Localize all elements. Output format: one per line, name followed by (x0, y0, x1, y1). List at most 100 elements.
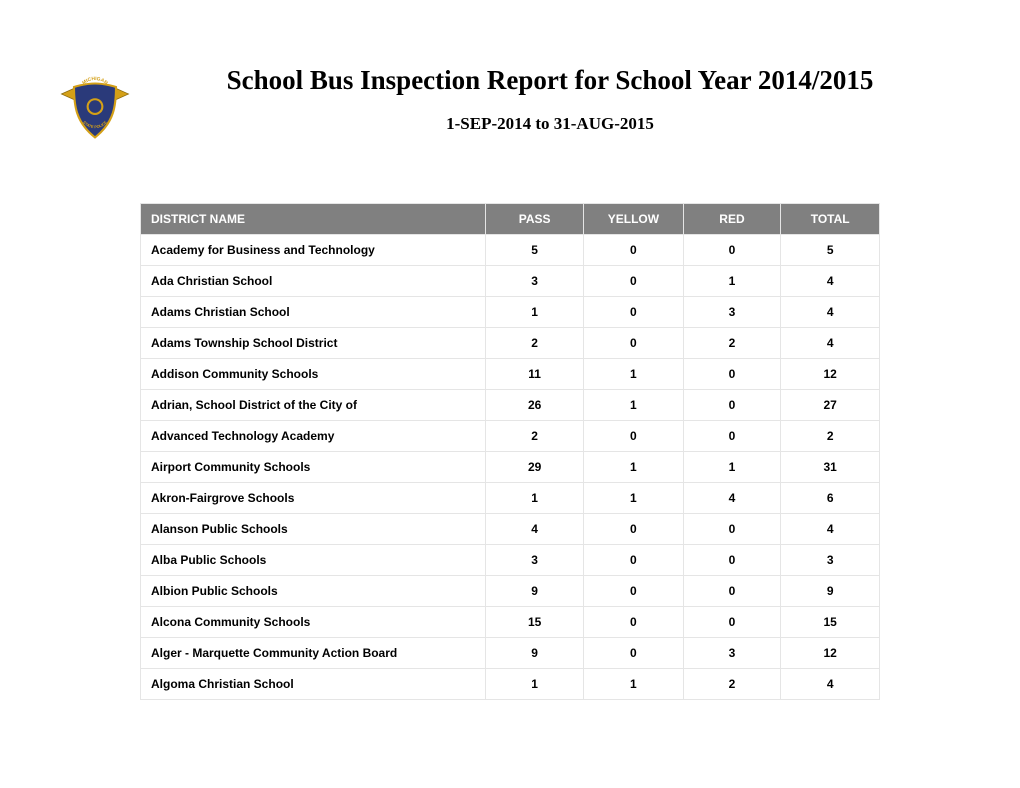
cell-yellow: 1 (584, 359, 683, 390)
table-row: Addison Community Schools111012 (141, 359, 880, 390)
cell-district: Academy for Business and Technology (141, 235, 486, 266)
cell-district: Advanced Technology Academy (141, 421, 486, 452)
table-row: Adams Christian School1034 (141, 297, 880, 328)
table-row: Alcona Community Schools150015 (141, 607, 880, 638)
table-row: Ada Christian School3014 (141, 266, 880, 297)
cell-district: Adams Christian School (141, 297, 486, 328)
table-row: Airport Community Schools291131 (141, 452, 880, 483)
cell-red: 0 (683, 421, 781, 452)
cell-total: 27 (781, 390, 880, 421)
cell-district: Akron-Fairgrove Schools (141, 483, 486, 514)
state-police-logo: MICHIGAN STATE POLICE (60, 73, 130, 143)
shield-icon: MICHIGAN STATE POLICE (60, 73, 130, 143)
cell-pass: 1 (486, 297, 584, 328)
table-row: Algoma Christian School1124 (141, 669, 880, 700)
cell-red: 0 (683, 390, 781, 421)
cell-district: Alcona Community Schools (141, 607, 486, 638)
cell-total: 4 (781, 297, 880, 328)
inspection-table: DISTRICT NAME PASS YELLOW RED TOTAL Acad… (140, 203, 880, 700)
cell-district: Alger - Marquette Community Action Board (141, 638, 486, 669)
cell-total: 4 (781, 266, 880, 297)
cell-red: 2 (683, 328, 781, 359)
cell-yellow: 0 (584, 545, 683, 576)
cell-yellow: 1 (584, 452, 683, 483)
report-date-range: 1-SEP-2014 to 31-AUG-2015 (150, 114, 950, 134)
cell-pass: 3 (486, 545, 584, 576)
cell-pass: 5 (486, 235, 584, 266)
cell-yellow: 0 (584, 421, 683, 452)
cell-total: 2 (781, 421, 880, 452)
cell-red: 1 (683, 452, 781, 483)
cell-yellow: 0 (584, 638, 683, 669)
table-row: Alba Public Schools3003 (141, 545, 880, 576)
cell-total: 6 (781, 483, 880, 514)
cell-district: Algoma Christian School (141, 669, 486, 700)
cell-total: 3 (781, 545, 880, 576)
cell-pass: 11 (486, 359, 584, 390)
report-header: MICHIGAN STATE POLICE School Bus Inspect… (70, 65, 950, 143)
cell-red: 0 (683, 235, 781, 266)
title-block: School Bus Inspection Report for School … (150, 65, 950, 134)
cell-district: Adrian, School District of the City of (141, 390, 486, 421)
cell-red: 0 (683, 514, 781, 545)
cell-yellow: 0 (584, 514, 683, 545)
cell-red: 0 (683, 607, 781, 638)
cell-yellow: 0 (584, 328, 683, 359)
cell-pass: 26 (486, 390, 584, 421)
table-body: Academy for Business and Technology5005A… (141, 235, 880, 700)
cell-yellow: 0 (584, 266, 683, 297)
cell-district: Adams Township School District (141, 328, 486, 359)
cell-total: 9 (781, 576, 880, 607)
cell-total: 12 (781, 638, 880, 669)
cell-yellow: 0 (584, 297, 683, 328)
cell-total: 4 (781, 328, 880, 359)
cell-pass: 1 (486, 669, 584, 700)
table-row: Akron-Fairgrove Schools1146 (141, 483, 880, 514)
cell-red: 3 (683, 297, 781, 328)
cell-red: 4 (683, 483, 781, 514)
col-red: RED (683, 204, 781, 235)
col-yellow: YELLOW (584, 204, 683, 235)
col-total: TOTAL (781, 204, 880, 235)
table-row: Alger - Marquette Community Action Board… (141, 638, 880, 669)
cell-red: 2 (683, 669, 781, 700)
cell-total: 12 (781, 359, 880, 390)
cell-pass: 9 (486, 638, 584, 669)
cell-district: Ada Christian School (141, 266, 486, 297)
table-row: Advanced Technology Academy2002 (141, 421, 880, 452)
cell-district: Albion Public Schools (141, 576, 486, 607)
cell-yellow: 0 (584, 235, 683, 266)
cell-yellow: 1 (584, 669, 683, 700)
report-title: School Bus Inspection Report for School … (150, 65, 950, 96)
cell-yellow: 1 (584, 390, 683, 421)
cell-district: Alba Public Schools (141, 545, 486, 576)
cell-total: 5 (781, 235, 880, 266)
page: MICHIGAN STATE POLICE School Bus Inspect… (0, 0, 1020, 700)
cell-total: 4 (781, 514, 880, 545)
cell-total: 31 (781, 452, 880, 483)
table-row: Academy for Business and Technology5005 (141, 235, 880, 266)
cell-yellow: 1 (584, 483, 683, 514)
cell-district: Airport Community Schools (141, 452, 486, 483)
cell-yellow: 0 (584, 607, 683, 638)
cell-pass: 15 (486, 607, 584, 638)
table-row: Alanson Public Schools4004 (141, 514, 880, 545)
cell-red: 1 (683, 266, 781, 297)
cell-pass: 4 (486, 514, 584, 545)
cell-red: 0 (683, 359, 781, 390)
cell-pass: 2 (486, 421, 584, 452)
table-row: Albion Public Schools9009 (141, 576, 880, 607)
cell-pass: 9 (486, 576, 584, 607)
table-row: Adrian, School District of the City of26… (141, 390, 880, 421)
cell-red: 3 (683, 638, 781, 669)
col-pass: PASS (486, 204, 584, 235)
table-header: DISTRICT NAME PASS YELLOW RED TOTAL (141, 204, 880, 235)
cell-red: 0 (683, 545, 781, 576)
cell-pass: 3 (486, 266, 584, 297)
cell-district: Addison Community Schools (141, 359, 486, 390)
cell-red: 0 (683, 576, 781, 607)
cell-yellow: 0 (584, 576, 683, 607)
table-row: Adams Township School District2024 (141, 328, 880, 359)
cell-total: 15 (781, 607, 880, 638)
cell-pass: 1 (486, 483, 584, 514)
